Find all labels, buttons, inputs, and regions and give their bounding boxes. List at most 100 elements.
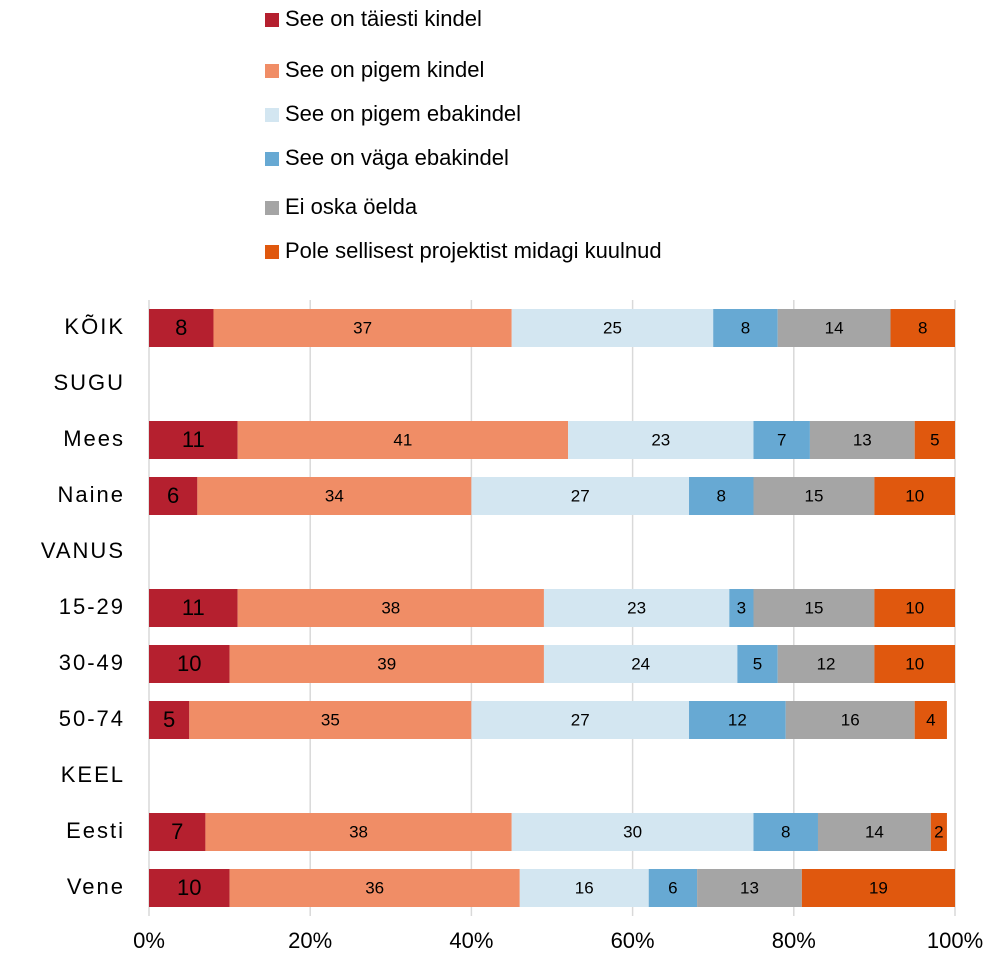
bar-segment [471, 477, 690, 515]
data-label: 10 [177, 875, 201, 900]
data-label: 10 [177, 651, 201, 676]
data-label: 11 [182, 427, 205, 452]
data-label: 36 [365, 878, 384, 897]
bar-segment [689, 701, 786, 739]
bar-segment [471, 701, 690, 739]
data-label: 10 [905, 486, 924, 505]
data-label: 30 [623, 822, 642, 841]
y-tick-label: Eesti [66, 818, 125, 843]
bar-segment [149, 813, 206, 851]
data-label: 16 [575, 878, 594, 897]
legend-label: See on täiesti kindel [285, 6, 482, 31]
data-label: 37 [353, 318, 372, 337]
bar-segment [777, 645, 875, 683]
data-label: 38 [381, 598, 400, 617]
data-label: 10 [905, 654, 924, 673]
bar-segment [229, 869, 520, 907]
legend-label: See on väga ebakindel [285, 145, 509, 170]
x-tick-label: 0% [133, 928, 165, 953]
data-label: 38 [349, 822, 368, 841]
data-label: 3 [737, 598, 746, 617]
legend-swatch [265, 152, 279, 166]
bar-segment [753, 477, 875, 515]
bar-segment [543, 589, 730, 627]
data-label: 23 [627, 598, 646, 617]
data-label: 13 [740, 878, 759, 897]
x-tick-label: 60% [611, 928, 655, 953]
data-label: 2 [934, 822, 943, 841]
bar-segment [697, 869, 802, 907]
bar-segment [753, 589, 875, 627]
bar-segment [930, 813, 947, 851]
y-tick-label: KÕIK [64, 314, 125, 339]
data-label: 10 [905, 598, 924, 617]
data-label: 11 [182, 595, 205, 620]
bar-segment [874, 477, 955, 515]
legend-label: Pole sellisest projektist midagi kuulnud [285, 238, 662, 263]
data-label: 19 [869, 878, 888, 897]
y-tick-label: VANUS [41, 538, 125, 563]
data-label: 34 [325, 486, 344, 505]
x-tick-label: 20% [288, 928, 332, 953]
data-label: 13 [853, 430, 872, 449]
x-tick-label: 40% [449, 928, 493, 953]
data-label: 27 [571, 486, 590, 505]
data-label: 27 [571, 710, 590, 729]
data-label: 25 [603, 318, 622, 337]
bar-segment [753, 421, 810, 459]
data-label: 5 [753, 654, 762, 673]
y-tick-label: Naine [58, 482, 125, 507]
bar-segment [568, 421, 754, 459]
bar-segment [213, 309, 512, 347]
bar-segment [197, 477, 472, 515]
data-label: 41 [393, 430, 412, 449]
bar-segment [229, 645, 544, 683]
data-label: 12 [817, 654, 836, 673]
data-label: 14 [865, 822, 884, 841]
bar-segment [205, 813, 512, 851]
x-tick-label: 100% [927, 928, 983, 953]
bar-segment [777, 309, 891, 347]
data-label: 8 [918, 318, 927, 337]
legend-swatch [265, 13, 279, 27]
bar-segment [801, 869, 955, 907]
data-label: 8 [717, 486, 726, 505]
y-tick-label: Mees [63, 426, 125, 451]
legend-swatch [265, 201, 279, 215]
data-label: 8 [741, 318, 750, 337]
data-label: 7 [777, 430, 786, 449]
y-tick-label: 30-49 [59, 650, 125, 675]
bar-segment [149, 421, 238, 459]
legend-label: Ei oska öelda [285, 194, 418, 219]
bar-segment [149, 309, 214, 347]
bar-segment [149, 645, 230, 683]
legend-label: See on pigem ebakindel [285, 101, 521, 126]
legend-swatch [265, 245, 279, 259]
bar-segment [737, 645, 778, 683]
data-label: 5 [930, 430, 939, 449]
y-tick-label: 15-29 [59, 594, 125, 619]
data-label: 4 [926, 710, 935, 729]
bar-segment [511, 309, 714, 347]
y-tick-label: SUGU [53, 370, 125, 395]
data-label: 6 [668, 878, 677, 897]
bar-segment [149, 701, 190, 739]
data-label: 15 [804, 486, 823, 505]
bar-segment [689, 477, 754, 515]
bar-segment [890, 309, 955, 347]
bar-segment [648, 869, 698, 907]
data-label: 12 [728, 710, 747, 729]
bar-segment [237, 589, 544, 627]
data-label: 16 [841, 710, 860, 729]
bar-segment [237, 421, 569, 459]
x-tick-label: 80% [772, 928, 816, 953]
data-label: 7 [171, 819, 183, 844]
bar-segment [874, 589, 955, 627]
bar-segment [809, 421, 915, 459]
bar-segment [149, 589, 238, 627]
data-label: 39 [377, 654, 396, 673]
bar-segment [511, 813, 754, 851]
bar-segment [753, 813, 818, 851]
data-label: 23 [651, 430, 670, 449]
